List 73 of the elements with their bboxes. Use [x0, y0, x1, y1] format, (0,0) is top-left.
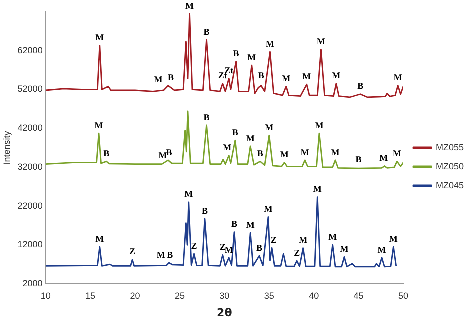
annotation: M — [394, 72, 403, 83]
annotation: M — [248, 52, 257, 62]
annotation: M — [299, 235, 308, 246]
annotation: B — [167, 250, 174, 260]
annotation: M — [158, 150, 168, 160]
annotation: B — [256, 242, 263, 253]
x-tick-label: 45 — [354, 290, 364, 301]
annotation: Z — [130, 246, 136, 257]
y-tick-label: 12000 — [18, 240, 43, 250]
y-tick-label: 42000 — [18, 123, 43, 134]
annotation: B — [258, 70, 264, 81]
annotation: B — [356, 154, 362, 164]
legend-label: MZ050 — [436, 161, 464, 172]
annotation: M — [154, 74, 164, 85]
y-tick-label: 52000 — [18, 84, 43, 94]
annotation: B — [166, 147, 172, 158]
annotation: M — [184, 189, 194, 200]
annotation: M — [94, 120, 104, 130]
annotation: M — [280, 150, 290, 160]
annotation: M — [282, 73, 292, 84]
annotation: B — [204, 112, 210, 122]
annotation: M — [313, 184, 322, 194]
annotation: M — [380, 153, 389, 164]
y-tick-label: 32000 — [18, 162, 43, 172]
annotation: M — [156, 250, 166, 260]
annotation: M — [96, 234, 105, 244]
annotation: B — [168, 72, 174, 83]
x-tick-label: 35 — [264, 290, 274, 301]
annotation: Z — [220, 242, 226, 252]
x-axis-title: 2θ — [217, 306, 233, 320]
legend-label: MZ055 — [436, 142, 464, 152]
annotation: B — [233, 48, 240, 59]
annotation: Z — [191, 240, 198, 251]
annotation: M — [246, 220, 256, 230]
annotation: M — [223, 142, 232, 153]
annotation: B — [204, 26, 210, 37]
x-tick-label: 40 — [309, 290, 320, 301]
annotation: M — [328, 232, 338, 242]
x-tick-label: 30 — [220, 290, 230, 301]
annotation: M — [389, 234, 398, 244]
annotation: M — [392, 148, 402, 158]
annotation: M — [302, 71, 312, 82]
annotation: Z — [270, 235, 277, 246]
annotation: B — [231, 219, 238, 230]
annotation: M — [264, 204, 274, 214]
y-axis-title: Intensity — [2, 130, 12, 165]
annotation: M — [315, 120, 324, 130]
x-tick-label: 15 — [86, 290, 96, 301]
annotation: M — [300, 147, 310, 158]
x-tick-label: 20 — [130, 290, 140, 301]
annotation: M — [266, 38, 276, 49]
y-tick-label: 62000 — [18, 45, 43, 56]
annotation: M — [96, 32, 105, 43]
annotation: M — [316, 36, 326, 47]
annotation: B — [257, 148, 264, 158]
annotation: M — [265, 122, 274, 132]
annotation: M — [378, 244, 387, 255]
annotation: B — [104, 148, 110, 158]
annotation: M — [340, 244, 350, 254]
x-tick-label: 50 — [398, 290, 408, 301]
annotation: M — [331, 147, 340, 158]
annotation: B — [202, 206, 208, 216]
x-tick-label: 25 — [174, 290, 185, 301]
annotation: M — [246, 133, 256, 144]
legend-label: MZ045 — [436, 180, 464, 190]
annotation: M — [186, 0, 195, 11]
y-tick-label: 2000 — [22, 278, 43, 288]
annotation: B — [232, 127, 238, 138]
y-tick-label: 22000 — [18, 200, 43, 211]
annotation: M — [332, 70, 342, 81]
x-tick-label: 10 — [40, 290, 51, 301]
annotation: Z — [294, 248, 300, 258]
annotation: B — [358, 81, 364, 92]
